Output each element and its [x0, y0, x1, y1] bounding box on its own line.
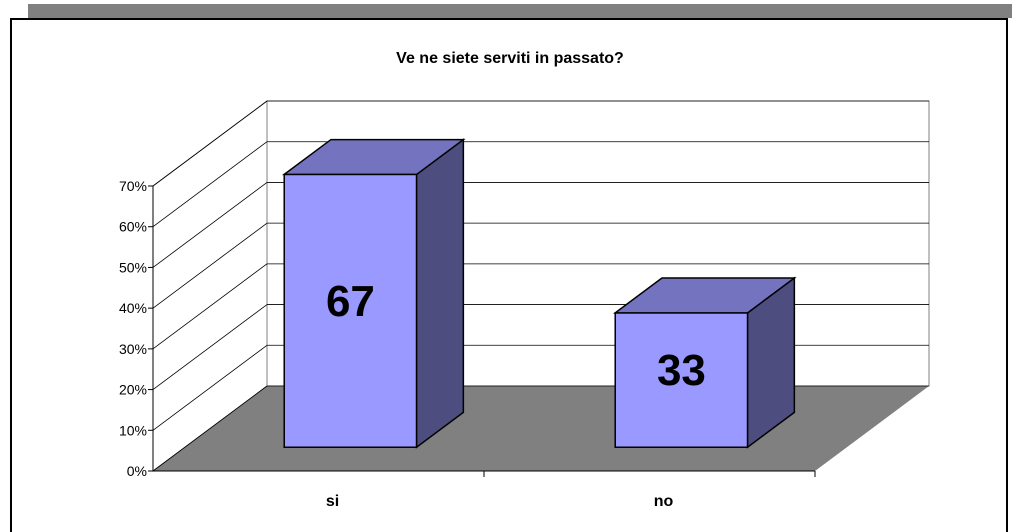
x-tick-label: no: [654, 493, 674, 510]
side-grid-line: [152, 222, 268, 309]
y-tick-label: 30%: [119, 341, 147, 357]
bar: [612, 276, 797, 449]
y-tick-label: 70%: [119, 178, 147, 194]
side-grid-line: [152, 100, 268, 187]
side-grid-line: [152, 263, 268, 350]
side-grid-line: [152, 141, 268, 228]
side-grid-line: [152, 182, 268, 268]
y-tick-label: 40%: [119, 300, 147, 316]
value-label: 67: [326, 277, 375, 326]
y-tick-label: 0%: [127, 463, 147, 479]
side-grid-line: [152, 385, 268, 472]
value-label: 33: [657, 346, 706, 395]
y-tick-label: 10%: [119, 422, 147, 438]
y-tick-label: 50%: [119, 259, 147, 275]
top-band: [28, 4, 1012, 18]
side-grid-line: [152, 304, 268, 390]
side-grid-line: [152, 344, 268, 431]
bar: [281, 138, 466, 449]
bar-top: [281, 138, 466, 176]
y-tick-label: 60%: [119, 219, 147, 235]
bar-top: [612, 277, 797, 314]
bar-side: [415, 138, 465, 449]
x-tick-label: si: [326, 493, 339, 510]
floor: [153, 386, 929, 471]
y-tick-label: 20%: [119, 382, 147, 398]
chart-title: Ve ne siete serviti in passato?: [396, 50, 624, 67]
